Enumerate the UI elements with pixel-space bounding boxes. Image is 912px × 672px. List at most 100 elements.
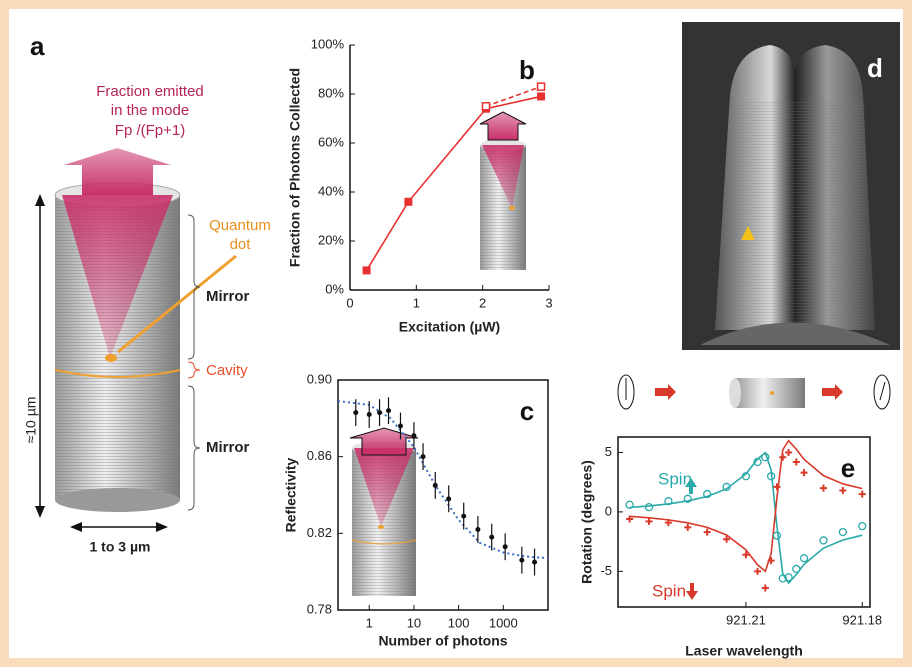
marker bbox=[858, 490, 866, 498]
qd-label: Quantum bbox=[209, 217, 271, 234]
marker bbox=[766, 472, 776, 481]
marker bbox=[742, 551, 750, 559]
y-tick-label: 5 bbox=[605, 444, 612, 459]
marker bbox=[362, 266, 371, 275]
panel-label: c bbox=[520, 396, 534, 426]
marker bbox=[722, 482, 731, 492]
marker bbox=[785, 448, 793, 456]
marker bbox=[778, 574, 787, 583]
chart: 921.21 921.18 -5 0 5 Laser wavelength Rotation… bbox=[579, 436, 882, 659]
marker bbox=[800, 469, 808, 477]
emission-cone bbox=[62, 195, 173, 358]
marker bbox=[779, 453, 787, 461]
chart: 1 10 100 1000 0.78 0.82 0.86 0.90 Number of phot… bbox=[283, 371, 549, 649]
marker bbox=[683, 494, 692, 503]
y-tick-label: 0.78 bbox=[307, 601, 332, 616]
marker bbox=[741, 472, 751, 481]
marker bbox=[784, 573, 793, 582]
brace bbox=[187, 361, 201, 379]
x-tick-label: 1000 bbox=[489, 615, 518, 630]
y-tick-label: 100% bbox=[311, 36, 345, 51]
x-axis-label: Laser wavelength bbox=[685, 643, 803, 659]
marker bbox=[537, 92, 546, 101]
emission-text: Fraction emitted bbox=[96, 83, 204, 100]
emission-text: in the mode bbox=[111, 102, 189, 119]
cavity-ring bbox=[54, 369, 181, 378]
y-tick-label: 0.82 bbox=[307, 525, 332, 540]
beam-arrow bbox=[655, 384, 676, 400]
plot-frame bbox=[337, 379, 549, 611]
y-tick-label: 0.86 bbox=[307, 448, 332, 463]
brace bbox=[187, 214, 201, 360]
marker bbox=[799, 554, 809, 563]
y-tick-label: 80% bbox=[318, 85, 344, 100]
x-axis-label: Excitation (µW) bbox=[399, 319, 500, 335]
annotation: Spin bbox=[658, 469, 692, 488]
marker bbox=[761, 584, 769, 592]
x-axis-label: Number of photons bbox=[378, 633, 507, 649]
marker-triangle bbox=[741, 226, 755, 240]
panel-label: d bbox=[867, 53, 883, 83]
arrowhead bbox=[70, 522, 82, 532]
marker bbox=[819, 536, 828, 545]
marker bbox=[377, 410, 383, 416]
marker bbox=[404, 197, 413, 206]
y-tick-label: -5 bbox=[600, 563, 612, 578]
width-label: 1 to 3 µm bbox=[90, 539, 151, 555]
marker bbox=[839, 486, 847, 494]
pillar-base bbox=[55, 488, 180, 512]
quantum-dot bbox=[105, 354, 117, 362]
inset-b bbox=[479, 111, 527, 270]
inset-c bbox=[349, 427, 419, 596]
x-tick-label: 0 bbox=[346, 295, 353, 310]
panel-label: a bbox=[30, 31, 45, 61]
panel-label: e bbox=[841, 453, 855, 483]
marker bbox=[767, 557, 775, 565]
series-line bbox=[629, 439, 863, 573]
brace bbox=[187, 385, 201, 511]
pointer bbox=[117, 254, 237, 354]
sem-base bbox=[700, 322, 890, 345]
y-axis-label: Fraction of Photons Collected bbox=[287, 68, 303, 267]
marker bbox=[626, 515, 634, 523]
x-tick-label: 1 bbox=[366, 615, 373, 630]
marker bbox=[664, 497, 673, 506]
marker bbox=[703, 489, 712, 499]
height-label: ≈10 µm bbox=[23, 397, 39, 444]
emission-cone bbox=[482, 145, 524, 208]
x-tick-label: 921.18 bbox=[842, 612, 882, 627]
marker bbox=[481, 102, 491, 111]
spin-down-arrow bbox=[690, 583, 694, 591]
marker bbox=[397, 423, 403, 429]
x-tick-label: 921.21 bbox=[726, 612, 766, 627]
y-axis-label: Rotation (degrees) bbox=[579, 460, 595, 584]
marker bbox=[446, 496, 452, 502]
y-tick-label: 60% bbox=[318, 134, 344, 149]
y-tick-label: 0.90 bbox=[307, 371, 332, 386]
marker bbox=[703, 528, 711, 536]
polarization bbox=[617, 374, 635, 410]
series-line bbox=[365, 95, 542, 271]
marker bbox=[489, 534, 495, 540]
marker bbox=[625, 500, 634, 509]
series-line bbox=[629, 451, 863, 585]
x-tick-label: 10 bbox=[407, 615, 421, 630]
y-tick-label: 40% bbox=[318, 183, 344, 198]
marker bbox=[754, 567, 762, 575]
marker bbox=[432, 482, 438, 488]
y-tick-label: 20% bbox=[318, 232, 344, 247]
marker bbox=[723, 535, 731, 543]
marker bbox=[792, 458, 800, 466]
marker bbox=[532, 559, 538, 565]
marker bbox=[792, 564, 801, 574]
marker bbox=[353, 410, 359, 416]
sem-stripes bbox=[730, 100, 865, 330]
panel-a: a Fraction emitted in the mode Fp /(Fp+1… bbox=[23, 31, 271, 555]
marker bbox=[645, 517, 653, 525]
quantum-dot bbox=[509, 206, 515, 210]
x-tick-label: 2 bbox=[479, 295, 486, 310]
pillar-end bbox=[729, 378, 741, 408]
plot-frame bbox=[617, 436, 871, 608]
